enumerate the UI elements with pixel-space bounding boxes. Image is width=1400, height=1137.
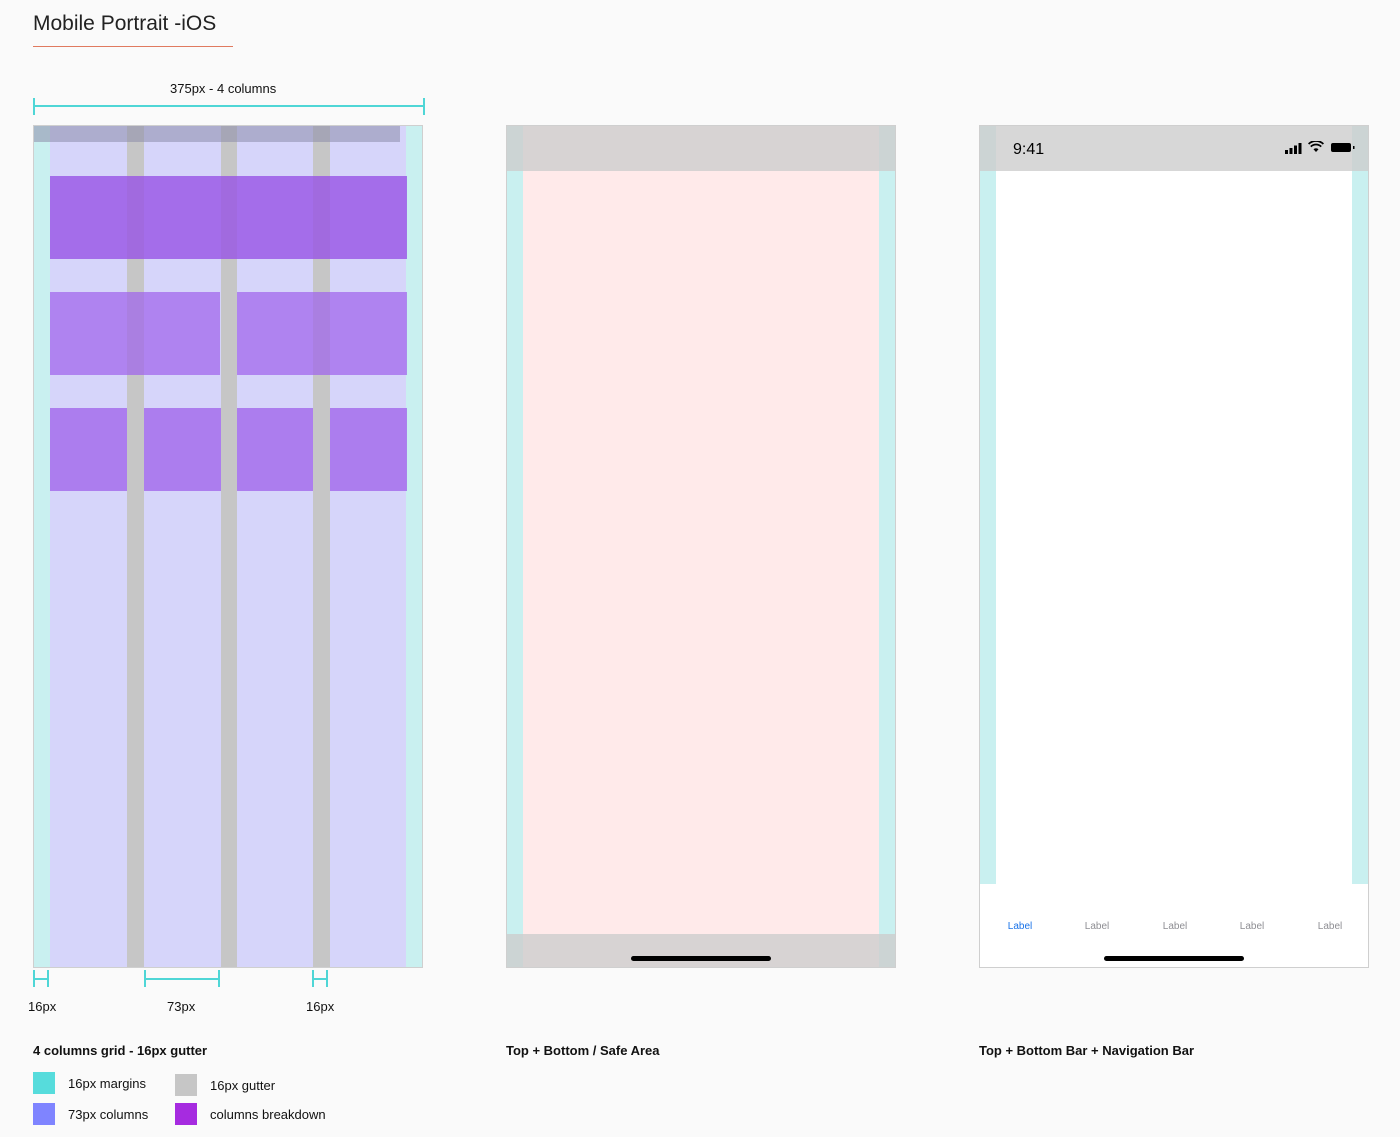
- cellular-signal-icon: [1285, 143, 1302, 154]
- home-indicator: [1104, 956, 1244, 961]
- breakdown-quarter-1: [50, 408, 127, 491]
- bottom-bar: [507, 934, 895, 967]
- tab-item-4[interactable]: Label: [1239, 921, 1265, 932]
- legend-label-columns: 73px columns: [68, 1107, 149, 1122]
- left-margin: [507, 126, 523, 967]
- margin-dimension-label: 16px: [28, 999, 57, 1014]
- tab-item-3[interactable]: Label: [1162, 921, 1188, 932]
- breakdown-full-width: [50, 176, 407, 259]
- right-margin: [406, 126, 422, 967]
- legend-swatch-columns: [33, 1103, 55, 1125]
- left-margin: [34, 126, 50, 967]
- breakdown-quarter-2: [144, 408, 221, 491]
- legend-swatch-margins: [33, 1072, 55, 1094]
- top-bar: [507, 126, 895, 171]
- column-dimension-label: 73px: [167, 999, 196, 1014]
- breakdown-quarter-4: [330, 408, 407, 491]
- right-margin: [1352, 126, 1368, 884]
- nav-bar-caption: Top + Bottom Bar + Navigation Bar: [979, 1043, 1195, 1058]
- frame-width-label: 375px - 4 columns: [170, 81, 277, 96]
- safe-area-caption: Top + Bottom / Safe Area: [506, 1043, 660, 1058]
- legend-label-breakdown: columns breakdown: [210, 1107, 326, 1122]
- tab-item-1[interactable]: Label: [1007, 921, 1033, 932]
- grid-frame: [33, 125, 423, 968]
- breakdown-half-right: [237, 292, 407, 375]
- tab-bar: [980, 884, 1368, 967]
- left-margin: [980, 126, 996, 884]
- right-margin: [879, 126, 895, 967]
- status-bar: [980, 126, 1368, 171]
- status-bar-overlay: [34, 126, 400, 142]
- wifi-icon: [1308, 141, 1324, 152]
- legend-swatch-breakdown: [175, 1103, 197, 1125]
- safe-area-frame: [506, 125, 896, 968]
- gutter-2: [221, 126, 237, 967]
- tab-item-2[interactable]: Label: [1084, 921, 1110, 932]
- breakdown-quarter-3: [237, 408, 313, 491]
- tab-item-5[interactable]: Label: [1317, 921, 1343, 932]
- gutter-dimension-label: 16px: [306, 999, 335, 1014]
- grid-caption: 4 columns grid - 16px gutter: [33, 1043, 208, 1058]
- home-indicator: [631, 956, 771, 961]
- battery-icon: [1331, 143, 1355, 152]
- title-underline: [33, 46, 233, 47]
- status-time: 9:41: [1013, 141, 1045, 158]
- breakdown-half-left: [50, 292, 220, 375]
- legend-label-margins: 16px margins: [68, 1076, 147, 1091]
- legend-label-gutter: 16px gutter: [210, 1078, 276, 1093]
- page-title: Mobile Portrait -iOS: [33, 12, 217, 35]
- legend-swatch-gutter: [175, 1074, 197, 1096]
- nav-bar-frame: 9:41 Label Label Label Label Label: [979, 125, 1369, 968]
